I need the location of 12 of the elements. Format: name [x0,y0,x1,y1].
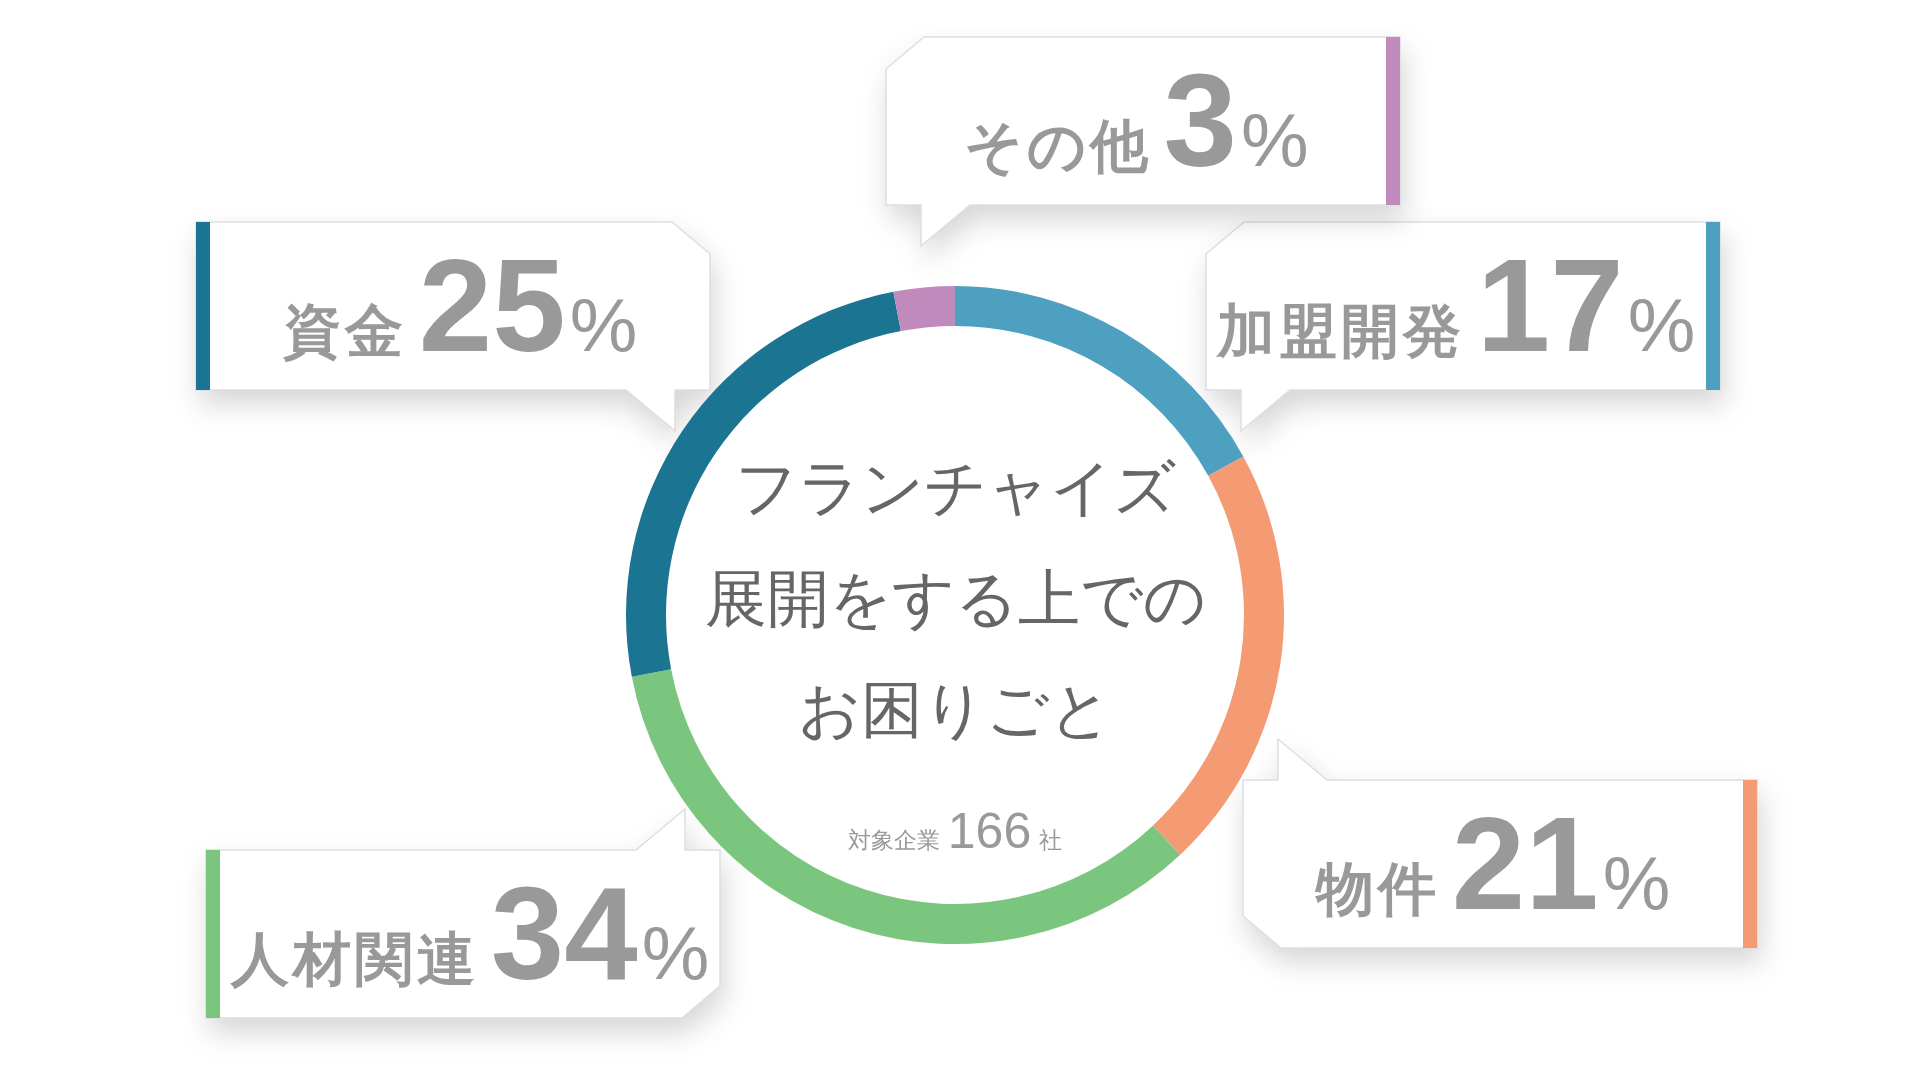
slice-label: 資金 [282,297,407,365]
slice-label: 加盟開発 [1216,297,1465,365]
data-label: 25% [418,232,638,379]
data-label: 17% [1476,232,1696,379]
slice-label: 人材関連 [230,925,479,993]
data-label: 34% [490,860,710,1007]
donut-slice [893,286,955,332]
slice-label: 物件 [1315,855,1440,923]
data-label: 21% [1451,790,1671,937]
data-label: 3% [1163,47,1309,194]
slice-label: その他 [963,112,1152,180]
text: フランチャイズ展開をする上でのお困りごと [703,451,1207,746]
